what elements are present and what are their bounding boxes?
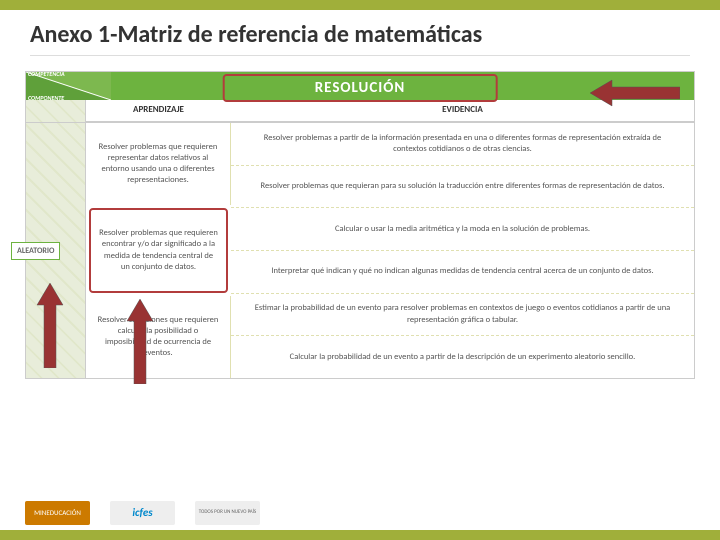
footer-accent-bar	[0, 530, 720, 540]
top-accent-bar	[0, 0, 720, 10]
page-title: Anexo 1-Matriz de referencia de matemáti…	[0, 10, 720, 55]
icfes-logo: icfes	[110, 501, 175, 525]
evidencia-cell: Resolver problemas que requieran para su…	[231, 166, 694, 209]
aleatorio-tag: ALEATORIO	[11, 242, 60, 260]
evidencia-cell: Resolver problemas a partir de la inform…	[231, 123, 694, 166]
evidencia-cell: Calcular la probabilidad de un evento a …	[231, 336, 694, 378]
todos-logo: TODOS POR UN NUEVO PAÍS	[195, 501, 260, 525]
aprendizaje-cell: Resolver problemas que requieren represe…	[86, 123, 231, 205]
resolucion-header: RESOLUCIÓN	[223, 74, 498, 102]
aprendizaje-header: APRENDIZAJE	[86, 100, 231, 122]
aprendizaje-column: Resolver problemas que requieren represe…	[86, 123, 231, 378]
competencia-label: COMPETENCIA	[28, 70, 65, 78]
corner-labels: COMPETENCIA COMPONENTE	[26, 72, 111, 100]
side-spacer	[26, 100, 86, 122]
evidencia-cell: Calcular o usar la media aritmética y la…	[231, 208, 694, 251]
mineducacion-logo: MINEDUCACIÓN	[25, 501, 90, 525]
arrow-to-aleatorio	[35, 283, 65, 373]
title-underline	[30, 55, 690, 56]
evidencia-cell: Interpretar qué indican y qué no indican…	[231, 251, 694, 294]
arrow-to-highlight	[125, 299, 155, 389]
aprendizaje-cell: Resolver situaciones que requieren calcu…	[86, 296, 231, 378]
matrix-container: COMPETENCIA COMPONENTE RESOLUCIÓN APREND…	[0, 71, 720, 379]
evidencia-column: Resolver problemas a partir de la inform…	[231, 123, 694, 378]
evidencia-cell: Estimar la probabilidad de un evento par…	[231, 294, 694, 337]
arrow-to-resolucion	[590, 78, 680, 113]
aprendizaje-cell-highlighted: Resolver problemas que requieren encontr…	[89, 208, 228, 294]
